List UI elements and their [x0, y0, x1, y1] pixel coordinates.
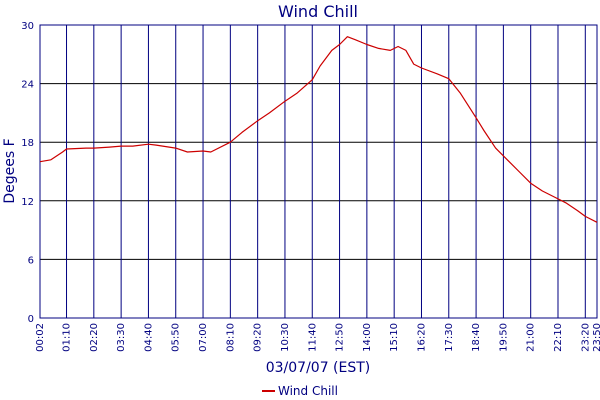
- y-tick-label: 12: [21, 197, 34, 208]
- x-tick-label: 15:10: [389, 323, 400, 352]
- series-line-wind-chill: [39, 36, 598, 223]
- y-axis-ticks: 0 6 12 18 24 30: [21, 21, 34, 325]
- y-tick-label: 30: [21, 21, 34, 32]
- x-tick-label: 10:30: [280, 323, 291, 352]
- x-tick-label: 12:50: [335, 323, 346, 352]
- x-tick-label: 22:10: [553, 323, 564, 352]
- y-tick-label: 18: [21, 138, 34, 149]
- y-axis-title: Degees F: [2, 138, 18, 203]
- legend-label: Wind Chill: [278, 384, 338, 398]
- x-tick-label: 02:20: [89, 323, 100, 352]
- x-tick-label: 17:30: [444, 323, 455, 352]
- x-tick-label: 07:00: [198, 323, 209, 352]
- x-axis-ticks: 00:02 01:10 02:20 03:30 04:40 05:50 07:00 08:10…: [35, 323, 600, 352]
- x-tick-label: 23:20: [580, 323, 591, 352]
- x-tick-label: 11:40: [307, 323, 318, 352]
- x-tick-label: 18:40: [471, 323, 482, 352]
- x-tick-label: 00:02: [35, 323, 46, 352]
- x-tick-label: 05:50: [171, 323, 182, 352]
- chart-title: Wind Chill: [278, 2, 358, 21]
- x-tick-label: 01:10: [62, 323, 73, 352]
- x-tick-label: 23:50: [592, 323, 600, 352]
- x-tick-label: 03:30: [116, 323, 127, 352]
- x-tick-label: 19:50: [498, 323, 509, 352]
- x-tick-label: 04:40: [143, 323, 154, 352]
- x-tick-label: 09:20: [253, 323, 264, 352]
- y-tick-label: 24: [21, 80, 34, 91]
- x-tick-label: 16:20: [416, 323, 427, 352]
- plot-frame: [39, 24, 598, 319]
- x-tick-label: 08:10: [225, 323, 236, 352]
- x-tick-label: 14:00: [362, 323, 373, 352]
- y-tick-label: 0: [28, 314, 34, 325]
- x-tick-label: 21:00: [526, 323, 537, 352]
- x-axis-title: 03/07/07 (EST): [266, 360, 371, 376]
- y-tick-label: 6: [28, 255, 34, 266]
- series-group: [39, 36, 598, 223]
